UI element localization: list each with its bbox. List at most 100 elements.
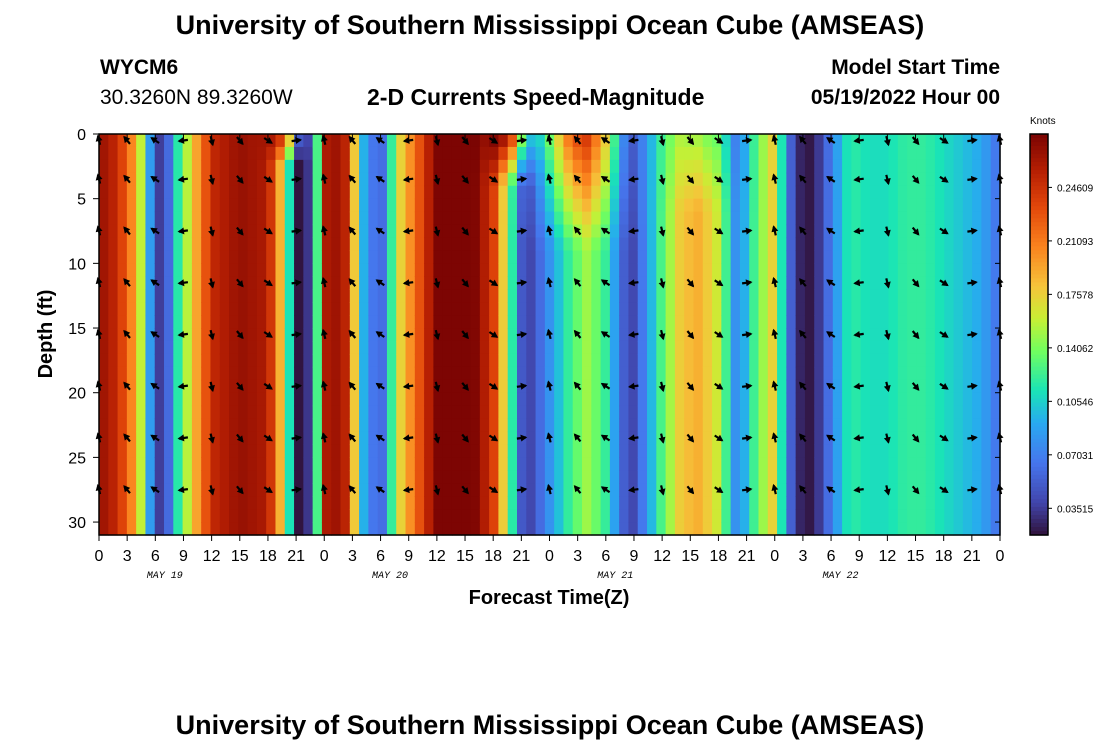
heatmap-cell — [869, 159, 880, 174]
heatmap-cell — [637, 431, 648, 446]
heatmap-cell — [238, 185, 249, 200]
heatmap-cell — [619, 302, 630, 316]
heatmap-cell — [814, 457, 825, 471]
colorbar-segment — [1030, 254, 1048, 259]
heatmap-cell — [238, 250, 249, 264]
heatmap-cell — [424, 302, 434, 316]
heatmap-cell — [953, 470, 964, 484]
heatmap-cell — [879, 302, 890, 316]
current-vector-head — [123, 226, 131, 234]
heatmap-cell — [284, 224, 295, 239]
heatmap-cell — [386, 444, 397, 458]
heatmap-cell — [340, 483, 351, 497]
heatmap-cell — [925, 444, 936, 458]
heatmap-cell — [247, 211, 258, 226]
heatmap-cell — [368, 211, 379, 226]
current-vector-head — [546, 173, 553, 181]
heatmap-cell — [442, 509, 453, 523]
heatmap-cell — [990, 366, 1001, 381]
heatmap-cell — [229, 457, 239, 471]
heatmap-cell — [953, 211, 964, 226]
current-vector-arrow — [208, 174, 215, 186]
heatmap-cell — [907, 276, 917, 290]
heatmap-cell — [498, 418, 509, 433]
heatmap-cell — [981, 457, 992, 471]
heatmap-cell — [981, 146, 992, 161]
heatmap-cell — [832, 289, 843, 303]
current-vector-head — [573, 485, 581, 493]
heatmap-cell — [238, 315, 249, 329]
current-vector-arrow — [488, 434, 499, 442]
current-vector-arrow — [402, 382, 414, 390]
heatmap-cell — [368, 276, 379, 290]
heatmap-cell — [684, 353, 695, 368]
heatmap-cell — [479, 431, 490, 446]
heatmap-cell — [461, 289, 472, 303]
current-vector-arrow — [771, 173, 779, 184]
heatmap-cell — [674, 289, 685, 303]
heatmap-cell — [934, 328, 945, 342]
heatmap-cell — [359, 302, 369, 316]
heatmap-cell — [210, 146, 221, 161]
heatmap-cell — [842, 379, 852, 394]
heatmap-cell — [981, 509, 992, 523]
heatmap-cell — [461, 263, 472, 277]
heatmap-cell — [191, 392, 202, 407]
heatmap-cell — [972, 509, 983, 523]
heatmap-cell — [451, 509, 462, 523]
heatmap-cell — [879, 509, 890, 523]
heatmap-cell — [442, 328, 453, 342]
heatmap-cell — [591, 302, 602, 316]
heatmap-cell — [396, 431, 407, 446]
heatmap-cell — [656, 237, 667, 252]
colorbar-segment — [1030, 134, 1048, 139]
heatmap-cell — [972, 198, 983, 213]
heatmap-cell — [647, 457, 657, 471]
current-vector-head — [546, 432, 553, 440]
heatmap-cell — [637, 353, 648, 368]
heatmap-cell — [944, 444, 955, 458]
colorbar-segment — [1030, 382, 1048, 388]
heatmap-cell — [210, 444, 221, 458]
current-vector-arrow — [741, 175, 753, 183]
current-vector-head — [600, 331, 609, 338]
heatmap-cell — [563, 366, 574, 381]
heatmap-cell — [851, 315, 862, 329]
heatmap-cell — [331, 340, 342, 355]
heatmap-cell — [145, 185, 156, 200]
heatmap-cell — [721, 522, 732, 536]
heatmap-cell — [860, 340, 871, 355]
current-vector-arrow — [939, 486, 949, 494]
heatmap-cell — [777, 185, 787, 200]
heatmap-cell — [804, 431, 815, 446]
heatmap-cell — [108, 211, 119, 226]
heatmap-cell — [331, 457, 342, 471]
heatmap-cell — [229, 379, 239, 394]
heatmap-cell — [851, 302, 862, 316]
heatmap-cell — [767, 405, 778, 420]
heatmap-cell — [665, 470, 676, 484]
colorbar-segment — [1030, 262, 1048, 267]
heatmap-cell — [451, 483, 462, 497]
heatmap-cell — [294, 237, 304, 252]
heatmap-cell — [702, 237, 713, 252]
heatmap-cell — [842, 522, 852, 536]
heatmap-cell — [256, 276, 267, 290]
heatmap-cell — [749, 172, 760, 187]
heatmap-cell — [582, 483, 592, 497]
heatmap-cell — [368, 289, 379, 303]
heatmap-cell — [359, 522, 369, 536]
heatmap-cell — [609, 146, 620, 161]
colorbar-segment — [1030, 414, 1048, 420]
heatmap-cell — [730, 496, 741, 510]
heatmap-cell — [934, 379, 945, 394]
heatmap-cell — [628, 366, 639, 381]
heatmap-cell — [962, 340, 973, 355]
heatmap-cell — [609, 172, 620, 187]
heatmap-cell — [498, 444, 509, 458]
heatmap-cell — [767, 315, 778, 329]
heatmap-cell — [767, 444, 778, 458]
heatmap-cell — [377, 444, 388, 458]
heatmap-cell — [312, 431, 323, 446]
heatmap-cell — [535, 405, 546, 420]
